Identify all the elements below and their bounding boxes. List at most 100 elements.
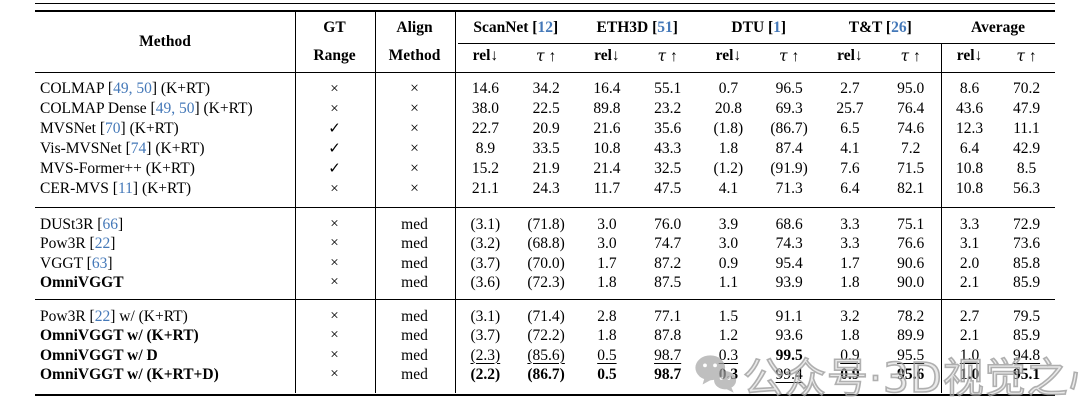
value-cell: 96.5 xyxy=(775,79,803,97)
value-cell: 0.7 xyxy=(718,79,739,97)
value-cell: 24.3 xyxy=(532,179,560,197)
value-cell: 1.7 xyxy=(597,254,617,272)
rel-header: rel↓ xyxy=(837,47,863,64)
value-cell: 47.9 xyxy=(1012,99,1041,117)
value-cell: 79.5 xyxy=(1012,307,1041,325)
value-cell: 32.5 xyxy=(654,159,682,177)
gt-range-cell: × xyxy=(330,100,339,117)
value-cell: 3.3 xyxy=(840,215,860,233)
value-cell: (3.1) xyxy=(470,307,501,325)
table-header: GT Align ScanNet [12] ETH3D [51] DTU [1] T&… xyxy=(35,12,1055,73)
value-cell: 85.8 xyxy=(1012,254,1041,272)
header-row-metrics: Range Method rel↓ τ ↑ rel↓ τ ↑ rel↓ τ ↑ rel↓ τ … xyxy=(35,43,1055,72)
dataset-header-average: Average xyxy=(971,19,1025,36)
value-cell: 74.6 xyxy=(897,119,925,137)
value-cell: 2.1 xyxy=(959,327,980,344)
method-cell: OmniVGGT xyxy=(40,274,124,291)
value-cell: 4.1 xyxy=(840,139,860,157)
value-cell: 16.4 xyxy=(593,79,621,97)
value-cell: (71.4) xyxy=(527,307,565,325)
citation: 11 xyxy=(117,179,133,197)
top-rule-thin xyxy=(35,3,1055,4)
value-cell: 2.8 xyxy=(597,307,617,325)
gt-range-cell: × xyxy=(330,235,339,251)
value-cell: 89.8 xyxy=(593,99,621,117)
value-cell: 72.9 xyxy=(1012,215,1041,233)
gt-range-cell: × xyxy=(330,274,339,290)
value-cell: (91.9) xyxy=(770,159,808,177)
value-cell: 1.8 xyxy=(597,274,617,291)
align-method-cell: med xyxy=(401,274,428,291)
value-cell: 70.2 xyxy=(1012,79,1041,97)
column-divider xyxy=(455,12,457,393)
column-divider xyxy=(374,12,376,393)
value-cell: 8.5 xyxy=(1016,159,1037,177)
gt-range-cell: ✓ xyxy=(328,120,341,137)
method-cell: VGGT [63] xyxy=(40,254,113,272)
gt-range-cell: × xyxy=(330,307,339,324)
value-cell: (3.2) xyxy=(470,235,501,252)
value-cell: 33.5 xyxy=(532,139,560,157)
value-cell: 98.7 xyxy=(654,346,682,364)
value-cell: 21.9 xyxy=(532,159,560,177)
gt-range-cell: × xyxy=(330,215,339,232)
value-cell: 7.2 xyxy=(900,139,921,157)
value-cell: 1.8 xyxy=(840,327,860,344)
value-cell: 47.5 xyxy=(654,179,682,197)
value-cell: 0.3 xyxy=(718,366,739,383)
results-table: GT Align ScanNet [12] ETH3D [51] DTU [1] T&… xyxy=(35,0,1055,412)
value-cell: 95.6 xyxy=(897,366,925,383)
value-cell: (85.6) xyxy=(527,346,565,364)
value-cell: 3.2 xyxy=(840,307,860,325)
method-cell: MVSNet [70] (K+RT) xyxy=(40,119,179,137)
value-cell: 11.1 xyxy=(1013,119,1040,137)
value-cell: 75.1 xyxy=(897,215,925,233)
value-cell: 94.8 xyxy=(1012,346,1041,364)
citation: 70 xyxy=(105,119,121,137)
value-cell: (1.2) xyxy=(713,159,744,177)
citation: 51 xyxy=(657,19,673,36)
value-cell: 95.0 xyxy=(897,79,925,97)
value-cell: 71.3 xyxy=(775,179,803,197)
table-row: OmniVGGT w/ (K+RT) × med (3.7) (72.2) 1.8 87.8… xyxy=(35,326,1055,346)
align-method-cell: med xyxy=(401,254,428,272)
value-cell: 0.9 xyxy=(840,366,860,383)
value-cell: 1.2 xyxy=(718,327,739,344)
citation: 22 xyxy=(94,235,111,252)
value-cell: 43.3 xyxy=(654,139,682,157)
dataset-header-eth3d: ETH3D [51] xyxy=(596,19,678,36)
value-cell: 11.7 xyxy=(593,179,621,197)
value-cell: (86.7) xyxy=(770,119,808,137)
value-cell: 1.7 xyxy=(840,254,860,272)
method-cell: OmniVGGT w/ D xyxy=(40,346,158,364)
value-cell: 98.7 xyxy=(654,366,682,383)
table-row: CER-MVS [11] (K+RT) × × 21.1 24.3 11.7 47.5 4.1… xyxy=(35,179,1055,199)
table-row: OmniVGGT w/ D × med (2.3) (85.6) 0.5 98.7 0.3 99… xyxy=(35,346,1055,366)
header-gt-range: Range xyxy=(313,47,356,64)
value-cell: 6.4 xyxy=(959,139,980,157)
value-cell: (2.3) xyxy=(470,346,501,364)
method-cell: MVS-Former++ (K+RT) xyxy=(40,159,195,177)
value-cell: 95.5 xyxy=(897,346,925,364)
method-cell: COLMAP [49, 50] (K+RT) xyxy=(40,79,211,97)
value-cell: 3.0 xyxy=(597,215,617,233)
value-cell: 25.7 xyxy=(836,99,864,117)
value-cell: 95.1 xyxy=(1012,366,1041,383)
value-cell: (2.2) xyxy=(470,366,501,383)
value-cell: (3.7) xyxy=(470,327,501,344)
value-cell: 0.3 xyxy=(718,346,739,364)
value-cell: 2.0 xyxy=(959,254,980,272)
value-cell: 4.1 xyxy=(718,179,739,197)
rel-header: rel↓ xyxy=(472,47,499,64)
value-cell: 56.3 xyxy=(1012,179,1041,197)
value-cell: 74.7 xyxy=(654,235,682,252)
header-row-datasets: GT Align ScanNet [12] ETH3D [51] DTU [1] T&… xyxy=(35,12,1055,43)
value-cell: 10.8 xyxy=(955,159,984,177)
value-cell: 12.3 xyxy=(955,119,984,137)
header-align-method: Method xyxy=(388,47,441,64)
dataset-header-scannet: ScanNet [12] xyxy=(473,19,559,36)
value-cell: 68.6 xyxy=(775,215,803,233)
value-cell: 3.0 xyxy=(718,235,739,252)
align-method-cell: × xyxy=(410,119,419,137)
